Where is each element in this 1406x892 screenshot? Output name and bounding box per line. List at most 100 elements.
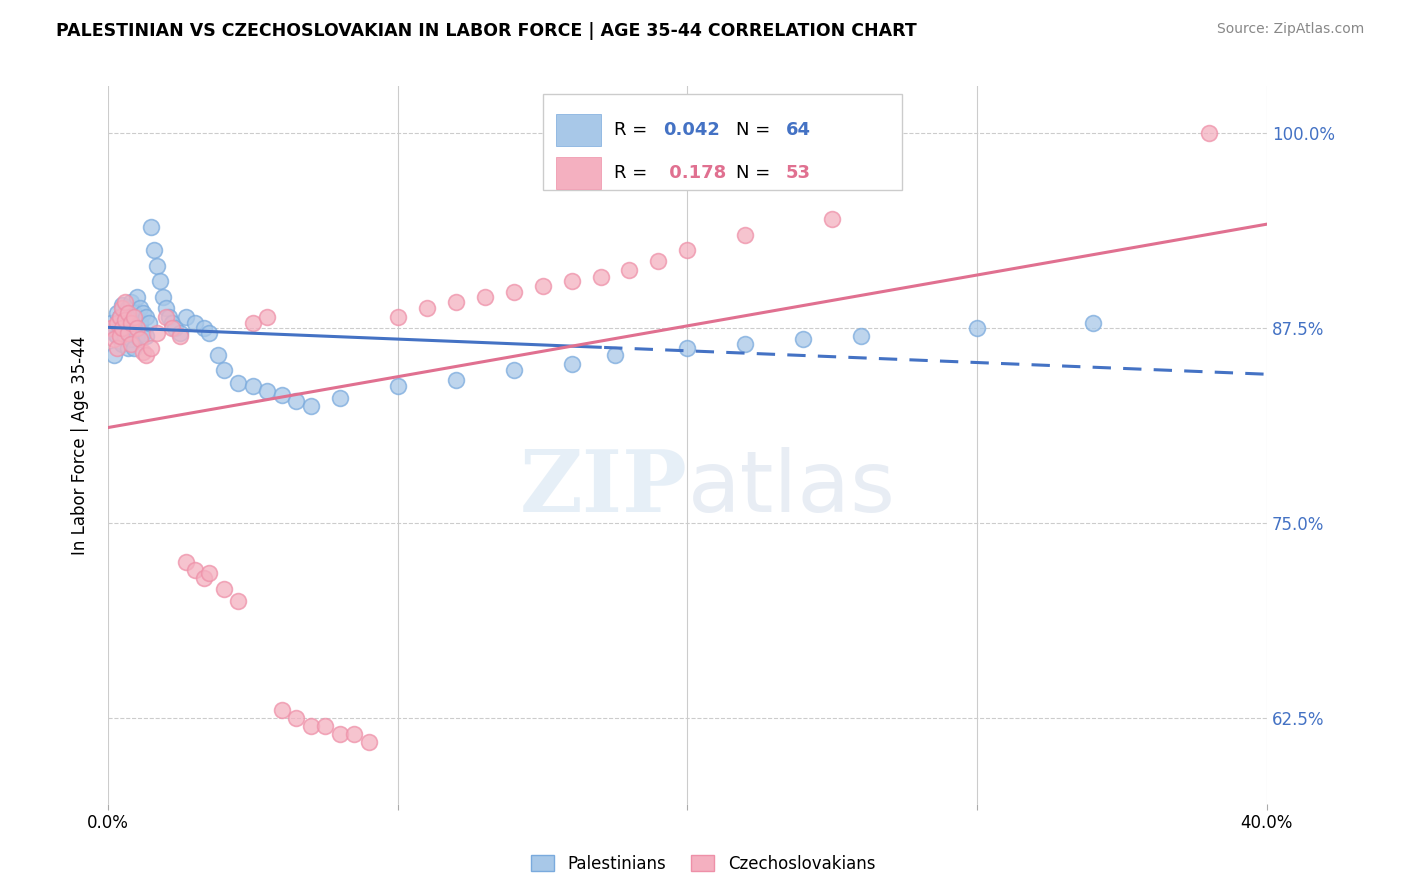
Point	[103, 348, 125, 362]
Point	[128, 301, 150, 315]
Point	[135, 348, 157, 362]
Point	[160, 317, 183, 331]
Point	[125, 321, 148, 335]
Point	[502, 363, 524, 377]
Point	[143, 243, 166, 257]
Point	[299, 719, 322, 733]
Point	[125, 290, 148, 304]
Point	[174, 555, 197, 569]
Point	[734, 336, 756, 351]
Point	[135, 310, 157, 325]
Point	[357, 734, 380, 748]
Point	[146, 326, 169, 340]
Point	[474, 290, 496, 304]
Point	[270, 388, 292, 402]
Point	[120, 317, 142, 331]
Point	[125, 329, 148, 343]
Point	[792, 332, 814, 346]
Text: PALESTINIAN VS CZECHOSLOVAKIAN IN LABOR FORCE | AGE 35-44 CORRELATION CHART: PALESTINIAN VS CZECHOSLOVAKIAN IN LABOR …	[56, 22, 917, 40]
Point	[193, 571, 215, 585]
Point	[108, 329, 131, 343]
Point	[141, 219, 163, 234]
Point	[343, 727, 366, 741]
Point	[163, 321, 186, 335]
Point	[111, 298, 134, 312]
Point	[108, 310, 131, 325]
Point	[108, 310, 131, 325]
Point	[207, 348, 229, 362]
Point	[851, 329, 873, 343]
Point	[329, 392, 352, 406]
Point	[125, 310, 148, 325]
Point	[149, 274, 172, 288]
Point	[103, 332, 125, 346]
Text: 0.178: 0.178	[664, 164, 727, 182]
Point	[122, 342, 145, 356]
Text: ZIP: ZIP	[520, 446, 688, 530]
Point	[105, 342, 128, 356]
Point	[270, 703, 292, 717]
Point	[155, 301, 177, 315]
FancyBboxPatch shape	[557, 157, 600, 189]
Point	[100, 321, 122, 335]
FancyBboxPatch shape	[543, 94, 901, 190]
Point	[676, 342, 699, 356]
Point	[105, 317, 128, 331]
Point	[198, 326, 221, 340]
Point	[169, 326, 191, 340]
Y-axis label: In Labor Force | Age 35-44: In Labor Force | Age 35-44	[72, 335, 89, 555]
Point	[105, 305, 128, 319]
Point	[676, 243, 699, 257]
Point	[122, 310, 145, 325]
Point	[114, 313, 136, 327]
Point	[1081, 317, 1104, 331]
Point	[117, 301, 139, 315]
Point	[169, 329, 191, 343]
Point	[100, 317, 122, 331]
Point	[212, 363, 235, 377]
Point	[117, 305, 139, 319]
Point	[228, 376, 250, 390]
Point	[821, 211, 844, 226]
Point	[111, 336, 134, 351]
Point	[228, 594, 250, 608]
Point	[155, 310, 177, 325]
Point	[122, 321, 145, 335]
Text: N =: N =	[737, 164, 776, 182]
Point	[184, 563, 207, 577]
Point	[114, 313, 136, 327]
Point	[120, 294, 142, 309]
Point	[138, 317, 160, 331]
Point	[132, 326, 155, 340]
Point	[734, 227, 756, 242]
Point	[193, 321, 215, 335]
Point	[256, 310, 278, 325]
Point	[387, 310, 409, 325]
Point	[128, 317, 150, 331]
Point	[444, 294, 467, 309]
Point	[108, 321, 131, 335]
Text: atlas: atlas	[688, 447, 896, 530]
Legend: Palestinians, Czechoslovakians: Palestinians, Czechoslovakians	[524, 848, 882, 880]
Point	[589, 269, 612, 284]
Point	[114, 329, 136, 343]
Point	[157, 310, 180, 325]
Point	[122, 305, 145, 319]
Point	[117, 321, 139, 335]
Point	[198, 566, 221, 580]
Point	[415, 301, 437, 315]
Point	[1198, 126, 1220, 140]
Text: R =: R =	[614, 121, 654, 139]
Point	[117, 342, 139, 356]
Point	[111, 301, 134, 315]
Text: N =: N =	[737, 121, 776, 139]
Text: 0.042: 0.042	[664, 121, 720, 139]
Point	[184, 317, 207, 331]
Point	[285, 394, 308, 409]
Point	[299, 399, 322, 413]
Text: 64: 64	[786, 121, 811, 139]
Point	[212, 582, 235, 596]
Text: R =: R =	[614, 164, 654, 182]
Point	[387, 379, 409, 393]
Point	[256, 384, 278, 398]
